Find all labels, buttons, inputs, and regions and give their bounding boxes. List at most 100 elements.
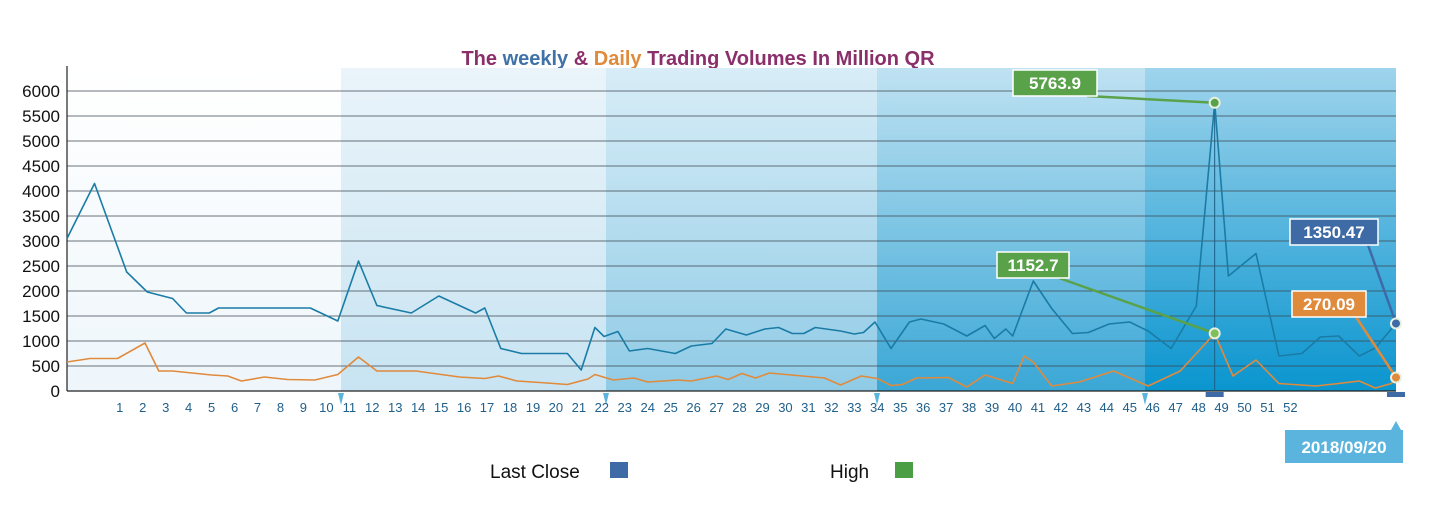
- x-tick-label-44: 44: [1100, 400, 1114, 415]
- y-tick-label-0: 0: [51, 382, 60, 401]
- callout-leader-1: [1086, 94, 1215, 105]
- x-tick-label-27: 27: [709, 400, 723, 415]
- x-tick-label-17: 17: [480, 400, 494, 415]
- title-part-0: The: [461, 48, 502, 70]
- x-tick-label-21: 21: [572, 400, 586, 415]
- x-tick-label-6: 6: [231, 400, 238, 415]
- x-tick-label-47: 47: [1168, 400, 1182, 415]
- x-tick-label-20: 20: [549, 400, 563, 415]
- x-tick-label-19: 19: [526, 400, 540, 415]
- band-pointer-1: [338, 393, 344, 405]
- legend-swatch-1: [610, 462, 628, 478]
- x-tick-label-38: 38: [962, 400, 976, 415]
- callout-dot-2: [1208, 327, 1221, 340]
- callout-2: 1152.7: [996, 251, 1221, 340]
- x-tick-label-48: 48: [1191, 400, 1205, 415]
- x-tick-label-40: 40: [1008, 400, 1022, 415]
- x-tick-label-4: 4: [185, 400, 192, 415]
- x-tick-label-33: 33: [847, 400, 861, 415]
- y-tick-label-4000: 4000: [22, 182, 60, 201]
- x-tick-label-2: 2: [139, 400, 146, 415]
- series-lines: [66, 102, 1397, 391]
- legend-label-1: Last Close: [490, 462, 580, 483]
- band-2: [341, 68, 606, 391]
- title-part-4: Trading Volumes In Million QR: [642, 48, 936, 70]
- y-tick-label-2500: 2500: [22, 257, 60, 276]
- legend-label-2: High: [830, 462, 869, 483]
- week-43-marker: [1205, 392, 1224, 397]
- series-line-2: [66, 332, 1397, 389]
- callout-3: 1350.47: [1289, 218, 1402, 330]
- x-tick-label-32: 32: [824, 400, 838, 415]
- x-tick-label-11: 11: [343, 400, 357, 415]
- x-tick-label-45: 45: [1123, 400, 1137, 415]
- callout-dot-4: [1390, 371, 1402, 384]
- callout-label-2: 1152.7: [1007, 256, 1058, 275]
- background-bands: [67, 68, 1396, 405]
- x-tick-label-43: 43: [1077, 400, 1091, 415]
- y-tick-label-1500: 1500: [22, 307, 60, 326]
- x-tick-label-51: 51: [1260, 400, 1274, 415]
- x-tick-label-13: 13: [388, 400, 402, 415]
- callout-dot-3: [1390, 317, 1402, 330]
- date-badge: 2018/09/20: [1285, 421, 1403, 463]
- callout-1: 5763.9: [1012, 69, 1221, 109]
- x-tick-label-37: 37: [939, 400, 953, 415]
- title-part-2: &: [568, 48, 594, 70]
- band-pointer-3: [874, 393, 880, 405]
- y-tick-label-6000: 6000: [22, 82, 60, 101]
- x-tick-label-52: 52: [1283, 400, 1297, 415]
- gridlines: [67, 90, 1396, 367]
- x-tick-label-35: 35: [893, 400, 907, 415]
- x-tick-label-30: 30: [778, 400, 792, 415]
- x-tick-label-5: 5: [208, 400, 215, 415]
- y-tick-label-3000: 3000: [22, 232, 60, 251]
- date-badge-box: [1285, 430, 1403, 463]
- date-badge-pointer: [1391, 421, 1401, 430]
- axes: [66, 66, 1396, 392]
- x-tick-label-29: 29: [755, 400, 769, 415]
- band-pointer-2: [603, 393, 609, 405]
- x-tick-label-22: 22: [595, 400, 609, 415]
- x-tick-label-9: 9: [300, 400, 307, 415]
- x-tick-label-14: 14: [411, 400, 425, 415]
- callout-label-4: 270.09: [1303, 295, 1355, 314]
- callout-4: 270.09: [1291, 290, 1402, 384]
- x-tick-label-8: 8: [277, 400, 284, 415]
- band-1: [67, 68, 341, 391]
- x-tick-label-3: 3: [162, 400, 169, 415]
- callout-leader-3: [1366, 244, 1398, 324]
- legend-swatch-2: [895, 462, 913, 478]
- callout-box-4: [1291, 290, 1367, 318]
- y-tick-label-500: 500: [32, 357, 60, 376]
- series-line-1: [66, 102, 1397, 371]
- callout-label-1: 5763.9: [1029, 74, 1081, 93]
- x-tick-label-26: 26: [686, 400, 700, 415]
- callout-leader-2: [1058, 276, 1216, 335]
- callout-dot-1: [1208, 96, 1221, 109]
- x-tick-label-36: 36: [916, 400, 930, 415]
- y-tick-label-3500: 3500: [22, 207, 60, 226]
- callout-leader-4: [1354, 316, 1398, 379]
- y-tick-label-5500: 5500: [22, 107, 60, 126]
- x-tick-label-39: 39: [985, 400, 999, 415]
- week-52-marker: [1387, 392, 1405, 397]
- x-tick-label-1: 1: [116, 400, 123, 415]
- x-tick-label-50: 50: [1237, 400, 1251, 415]
- x-tick-label-34: 34: [870, 400, 884, 415]
- x-tick-label-15: 15: [434, 400, 448, 415]
- title-part-3: Daily: [594, 48, 643, 70]
- x-tick-label-23: 23: [618, 400, 632, 415]
- y-tick-label-4500: 4500: [22, 157, 60, 176]
- y-tick-label-5000: 5000: [22, 132, 60, 151]
- x-tick-label-41: 41: [1031, 400, 1045, 415]
- band-4: [877, 68, 1145, 391]
- date-badge-label: 2018/09/20: [1301, 438, 1386, 457]
- x-tick-label-42: 42: [1054, 400, 1068, 415]
- band-pointer-4: [1142, 393, 1148, 405]
- x-tick-label-18: 18: [503, 400, 517, 415]
- x-tick-label-28: 28: [732, 400, 746, 415]
- x-axis-ticks: 1 2 3 4 5 6 7 8 9 10 11 12 13 14 15 16 17 18 19 20 21 22 23 24 2…: [116, 392, 1405, 415]
- x-tick-label-25: 25: [663, 400, 677, 415]
- band-3: [606, 68, 877, 391]
